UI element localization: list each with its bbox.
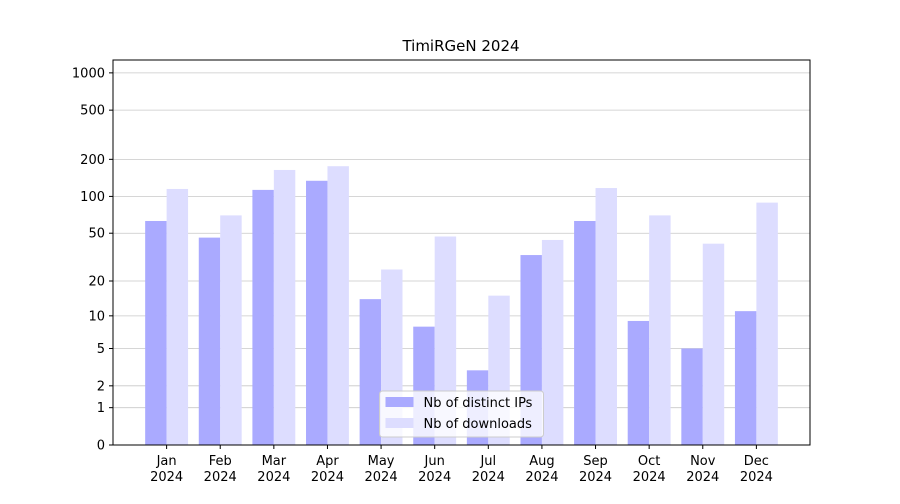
bar <box>627 320 650 445</box>
y-tick-label: 2 <box>97 379 105 394</box>
x-tick-label-line: 2024 <box>418 470 451 485</box>
x-tick-label-line: 2024 <box>204 470 237 485</box>
x-tick-label-line: Mar <box>262 454 287 469</box>
legend-swatch <box>385 397 414 407</box>
x-tick-label: Oct 2024 <box>633 454 666 485</box>
x-tick-label: Jul 2024 <box>472 454 505 485</box>
x-tick-label: Jun 2024 <box>418 454 451 485</box>
x-tick-label: Mar 2024 <box>257 454 290 485</box>
bar <box>541 239 564 445</box>
y-tick-label: 50 <box>88 227 105 242</box>
y-tick-label: 0 <box>97 439 105 454</box>
chart-title: TimiRGeN 2024 <box>401 37 519 55</box>
x-tick-label-line: Jun <box>424 454 445 469</box>
bar <box>145 220 167 445</box>
legend-box <box>379 390 544 438</box>
bar <box>306 180 328 445</box>
bar <box>649 215 671 445</box>
x-tick-label-line: Oct <box>638 454 660 469</box>
x-tick-label: Jan 2024 <box>150 454 183 485</box>
bar <box>327 166 349 445</box>
x-tick-label-line: Aug <box>529 454 554 469</box>
x-tick-label-line: 2024 <box>740 470 773 485</box>
bar <box>756 202 778 445</box>
bar <box>702 243 725 445</box>
x-tick-label: Feb 2024 <box>204 454 237 485</box>
x-tick-label: Dec 2024 <box>740 454 773 485</box>
bar <box>220 215 242 445</box>
x-tick-label: Nov 2024 <box>686 454 719 485</box>
y-tick-label: 1 <box>97 401 105 416</box>
bar <box>359 299 382 445</box>
plot-frame <box>112 59 811 446</box>
x-tick-label-line: Jul <box>479 454 496 469</box>
y-tick-label: 200 <box>80 153 105 168</box>
y-tick-label: 20 <box>88 275 105 290</box>
x-tick-label: Apr 2024 <box>311 454 344 485</box>
bar <box>252 189 274 445</box>
bar <box>273 169 296 446</box>
legend-label: Nb of downloads <box>424 417 533 432</box>
x-tick-label-line: 2024 <box>579 470 612 485</box>
bar <box>595 188 617 445</box>
x-tick-label-line: Nov <box>690 454 716 469</box>
x-tick-label-line: 2024 <box>633 470 666 485</box>
y-tick-label: 1000 <box>72 66 105 81</box>
bar <box>734 311 757 445</box>
x-tick-label-line: Apr <box>316 454 339 469</box>
legend-label: Nb of distinct IPs <box>424 396 533 411</box>
x-tick-label: May 2024 <box>365 454 398 485</box>
y-tick-label: 5 <box>97 342 105 357</box>
x-tick-label-line: May <box>368 454 395 469</box>
bar <box>198 237 221 445</box>
x-tick-label-line: 2024 <box>311 470 344 485</box>
x-tick-label-line: 2024 <box>525 470 558 485</box>
x-tick-label: Sep 2024 <box>579 454 612 485</box>
bar <box>166 188 189 445</box>
bar <box>574 220 596 445</box>
x-tick-label-line: 2024 <box>365 470 398 485</box>
x-tick-label-line: 2024 <box>686 470 719 485</box>
x-tick-label: Aug 2024 <box>525 454 558 485</box>
x-tick-label-line: Dec <box>744 454 769 469</box>
bar <box>681 348 703 445</box>
x-tick-label-line: Jan <box>156 454 177 469</box>
y-tick-label: 500 <box>80 104 105 119</box>
legend-swatch <box>385 418 414 428</box>
x-tick-label-line: Feb <box>209 454 232 469</box>
x-tick-label-line: 2024 <box>257 470 290 485</box>
y-tick-label: 10 <box>88 309 105 324</box>
x-tick-label-line: Sep <box>583 454 608 469</box>
x-tick-label-line: 2024 <box>472 470 505 485</box>
x-tick-label-line: 2024 <box>150 470 183 485</box>
y-tick-label: 100 <box>80 190 105 205</box>
